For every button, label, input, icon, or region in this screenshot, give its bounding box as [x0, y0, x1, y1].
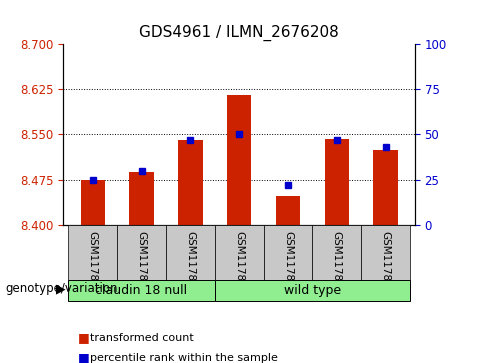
Text: ■: ■	[78, 351, 90, 363]
FancyBboxPatch shape	[264, 225, 312, 283]
Text: wild type: wild type	[284, 284, 341, 297]
Bar	[227, 95, 251, 225]
Text: ■: ■	[78, 331, 90, 344]
FancyBboxPatch shape	[215, 225, 264, 283]
Bar	[325, 139, 349, 225]
Text: transformed count: transformed count	[90, 333, 194, 343]
FancyBboxPatch shape	[166, 225, 215, 283]
Text: GSM1178811: GSM1178811	[88, 231, 98, 301]
Text: genotype/variation: genotype/variation	[5, 282, 118, 295]
FancyBboxPatch shape	[312, 225, 361, 283]
FancyBboxPatch shape	[361, 225, 410, 283]
FancyBboxPatch shape	[117, 225, 166, 283]
Title: GDS4961 / ILMN_2676208: GDS4961 / ILMN_2676208	[139, 25, 339, 41]
Text: percentile rank within the sample: percentile rank within the sample	[90, 352, 278, 363]
Bar	[373, 150, 398, 225]
Bar	[178, 140, 203, 225]
Text: claudin 18 null: claudin 18 null	[96, 284, 187, 297]
Text: GSM1178814: GSM1178814	[234, 231, 244, 301]
Bar	[276, 196, 300, 225]
Text: ▶: ▶	[56, 282, 66, 295]
FancyBboxPatch shape	[68, 280, 215, 301]
Text: GSM1178813: GSM1178813	[185, 231, 195, 301]
Text: GSM1178815: GSM1178815	[283, 231, 293, 301]
Text: GSM1178812: GSM1178812	[137, 231, 146, 301]
FancyBboxPatch shape	[215, 280, 410, 301]
FancyBboxPatch shape	[68, 225, 117, 283]
Text: GSM1178817: GSM1178817	[381, 231, 390, 301]
Text: GSM1178816: GSM1178816	[332, 231, 342, 301]
Bar	[81, 180, 105, 225]
Bar	[129, 172, 154, 225]
